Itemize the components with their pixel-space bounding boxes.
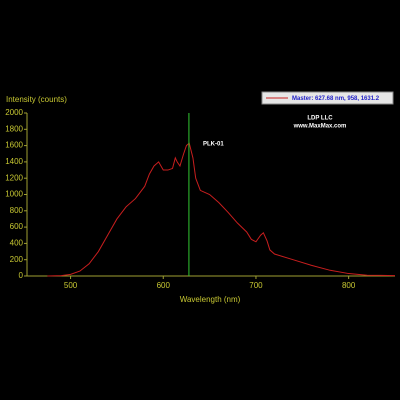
x-tick-label: 500 <box>64 281 78 290</box>
x-tick-label: 700 <box>249 281 263 290</box>
y-tick-label: 0 <box>19 271 24 280</box>
y-tick-label: 600 <box>10 222 24 231</box>
legend-box <box>261 91 394 105</box>
x-axis-label: Wavelength (nm) <box>180 295 241 304</box>
legend-entry: Master: 627.68 nm, 958, 1631.2 <box>292 96 380 102</box>
y-tick-label: 1000 <box>5 190 23 199</box>
y-tick-label: 800 <box>10 206 24 215</box>
y-tick-label: 1600 <box>5 141 23 150</box>
annotation: LDP LLC <box>307 116 333 122</box>
x-tick-label: 600 <box>157 281 171 290</box>
y-tick-label: 2000 <box>5 108 23 117</box>
y-tick-label: 1400 <box>5 157 23 166</box>
y-tick-label: 1800 <box>5 124 23 133</box>
y-tick-label: 400 <box>10 239 24 248</box>
y-tick-label: 1200 <box>5 173 23 182</box>
y-tick-label: 200 <box>10 255 24 264</box>
y-axis-label: Intensity (counts) <box>6 95 67 104</box>
annotation: PLK-01 <box>203 142 224 148</box>
x-tick-label: 800 <box>342 281 356 290</box>
annotation: www.MaxMax.com <box>293 124 347 130</box>
spectrum-line <box>47 142 396 277</box>
